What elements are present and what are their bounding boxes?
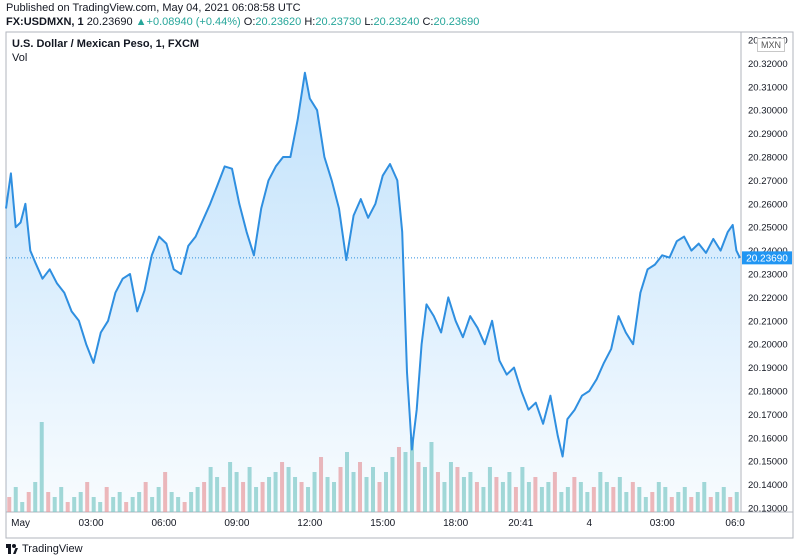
quote-line: FX:USDMXN, 1 20.23690 ▲+0.08940 (+0.44%)… bbox=[6, 16, 479, 28]
price-area-fill bbox=[6, 72, 740, 513]
volume-label: Vol bbox=[12, 52, 28, 64]
time-tick-label: 18:00 bbox=[443, 518, 468, 529]
close-value: 20.23690 bbox=[433, 16, 480, 28]
low-label: L: bbox=[364, 16, 374, 28]
price-tick-label: 20.22000 bbox=[748, 293, 788, 304]
time-tick-label: 4 bbox=[587, 518, 593, 529]
price-tick-label: 20.19000 bbox=[748, 363, 788, 374]
high-label: H: bbox=[304, 16, 316, 28]
price-tick-label: 20.26000 bbox=[748, 199, 788, 210]
close-label: C: bbox=[422, 16, 434, 28]
change-value: +0.08940 (+0.44%) bbox=[146, 16, 241, 28]
price-line bbox=[5, 71, 741, 458]
price-tick-label: 20.14000 bbox=[748, 480, 788, 491]
last-price-badge-text: 20.23690 bbox=[746, 253, 788, 264]
time-tick-label: 09:00 bbox=[224, 518, 249, 529]
low-value: 20.23240 bbox=[373, 16, 420, 28]
time-tick-label: 20:41 bbox=[508, 518, 533, 529]
price-tick-label: 20.16000 bbox=[748, 433, 788, 444]
price-tick-label: 20.23000 bbox=[748, 270, 788, 281]
price-tick-label: 20.17000 bbox=[748, 410, 788, 421]
symbol-label: FX:USDMXN, 1 bbox=[6, 16, 84, 28]
time-tick-label: 03:00 bbox=[650, 518, 675, 529]
open-label: O: bbox=[243, 16, 256, 28]
brand-name: TradingView bbox=[22, 543, 83, 555]
time-tick-label: 03:00 bbox=[79, 518, 104, 529]
time-tick-label: 15:00 bbox=[370, 518, 395, 529]
time-tick-label: 12:00 bbox=[297, 518, 322, 529]
last-price: 20.23690 bbox=[86, 16, 133, 28]
open-value: 20.23620 bbox=[255, 16, 302, 28]
price-tick-label: 20.25000 bbox=[748, 223, 788, 234]
last-price-badge bbox=[742, 251, 792, 265]
price-tick-label: 20.13000 bbox=[748, 504, 788, 515]
price-tick-label: 20.28000 bbox=[748, 153, 788, 164]
price-tick-label: 20.21000 bbox=[748, 316, 788, 327]
price-tick-label: 20.27000 bbox=[748, 176, 788, 187]
header-bar: Published on TradingView.com, May 04, 20… bbox=[0, 0, 800, 32]
time-tick-label: 06:00 bbox=[151, 518, 176, 529]
footer: TradingView bbox=[0, 538, 800, 560]
price-tick-label: 20.15000 bbox=[748, 457, 788, 468]
time-axis-labels: May 03:00 06:00 09:00 12:00 15:00 18:00 20:41 4 0… bbox=[11, 518, 745, 529]
tradingview-logo-icon bbox=[6, 544, 18, 554]
price-tick-label: 20.18000 bbox=[748, 387, 788, 398]
price-tick-label: 20.32000 bbox=[748, 59, 788, 70]
price-axis-labels: 20.13000 20.14000 20.15000 20.16000 20.17000… bbox=[748, 36, 788, 515]
currency-badge[interactable]: MXN bbox=[757, 38, 785, 52]
price-tick-label: 20.29000 bbox=[748, 129, 788, 140]
time-tick-label: 06:0 bbox=[725, 518, 745, 529]
price-tick-label: 20.31000 bbox=[748, 82, 788, 93]
high-value: 20.23730 bbox=[315, 16, 362, 28]
price-tick-label: 20.20000 bbox=[748, 340, 788, 351]
price-tick-label: 20.30000 bbox=[748, 106, 788, 117]
published-info: Published on TradingView.com, May 04, 20… bbox=[6, 2, 301, 14]
time-tick-label: May bbox=[11, 518, 30, 529]
change-arrow-icon: ▲ bbox=[135, 16, 147, 28]
chart-title: U.S. Dollar / Mexican Peso, 1, FXCM bbox=[12, 38, 200, 50]
